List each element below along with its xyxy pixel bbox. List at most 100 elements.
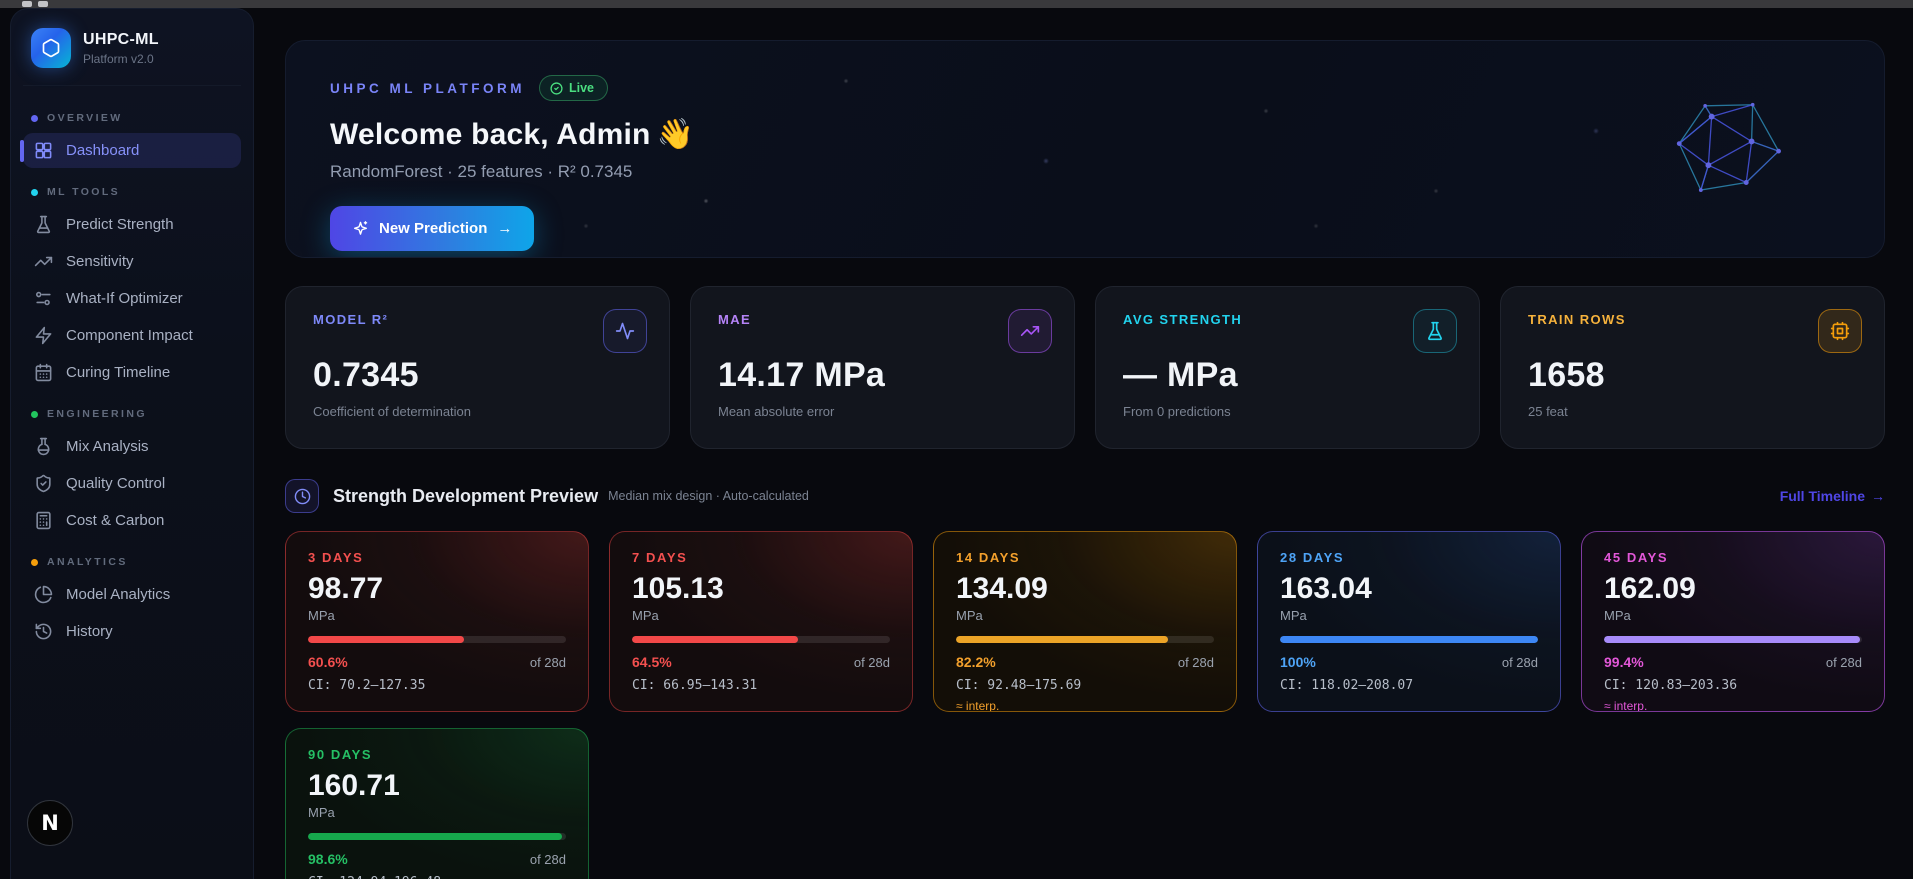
flask-icon xyxy=(34,215,53,234)
sidebar-section-analytics: ANALYTICS xyxy=(31,556,233,568)
progress-bar xyxy=(1604,636,1862,643)
progress-bar xyxy=(308,833,566,840)
sidebar-section-overview: OVERVIEW xyxy=(31,112,233,124)
trending-up-icon xyxy=(34,252,53,271)
progress-fill xyxy=(1604,636,1861,643)
strength-value: 98.77 xyxy=(308,572,384,605)
section-dot xyxy=(31,410,38,418)
stat-caption: 25 feat xyxy=(1528,404,1568,419)
stat-value: 1658 xyxy=(1528,356,1605,394)
calculator-icon xyxy=(34,511,53,530)
percent-label: 99.4% xyxy=(1604,654,1644,670)
sidebar-item-component-impact[interactable]: Component Impact xyxy=(23,318,241,353)
sidebar: UHPC-ML Platform v2.0 OVERVIEW Dashboard… xyxy=(10,8,254,879)
stat-label: AVG STRENGTH xyxy=(1123,312,1243,327)
stat-label: TRAIN ROWS xyxy=(1528,312,1626,327)
sidebar-item-what-if-optimizer[interactable]: What-If Optimizer xyxy=(23,281,241,316)
strength-value: 162.09 xyxy=(1604,572,1696,605)
sidebar-item-label: Model Analytics xyxy=(66,586,171,603)
percent-label: 82.2% xyxy=(956,654,996,670)
sidebar-item-predict-strength[interactable]: Predict Strength xyxy=(23,207,241,242)
progress-bar xyxy=(308,636,566,643)
stat-caption: Coefficient of determination xyxy=(313,404,472,419)
percent-label: 100% xyxy=(1280,654,1316,670)
full-timeline-link[interactable]: Full Timeline → xyxy=(1779,488,1885,504)
wave-emoji: 👋 xyxy=(656,118,695,151)
sidebar-item-history[interactable]: History xyxy=(23,614,241,649)
period-label: 45 DAYS xyxy=(1604,550,1669,565)
main-content: UHPC ML PLATFORM Live Welcome back, Admi… xyxy=(254,0,1913,879)
sidebar-item-curing-timeline[interactable]: Curing Timeline xyxy=(23,355,241,390)
percent-label: 98.6% xyxy=(308,851,348,867)
sidebar-item-mix-analysis[interactable]: Mix Analysis xyxy=(23,429,241,464)
browser-top-strip xyxy=(0,0,1913,8)
trending-up-icon xyxy=(1008,309,1052,353)
percent-label: 64.5% xyxy=(632,654,672,670)
stat-card-avg-strength: AVG STRENGTH — MPa From 0 predictions xyxy=(1095,286,1480,449)
sidebar-item-label: Component Impact xyxy=(66,327,193,344)
period-label: 90 DAYS xyxy=(308,747,373,762)
timeline-card-45-days: 45 DAYS 162.09 MPa 99.4% of 28d CI: 120.8… xyxy=(1581,531,1885,712)
strength-value: 160.71 xyxy=(308,769,400,802)
confidence-interval: CI: 118.02–208.07 xyxy=(1280,678,1414,693)
of-28d-label: of 28d xyxy=(1501,655,1538,670)
period-label: 28 DAYS xyxy=(1280,550,1345,565)
of-28d-label: of 28d xyxy=(529,852,566,867)
stat-card-mae: MAE 14.17 MPa Mean absolute error xyxy=(690,286,1075,449)
progress-fill xyxy=(632,636,799,643)
pie-chart-icon xyxy=(34,585,53,604)
confidence-interval: CI: 70.2–127.35 xyxy=(308,678,426,693)
unit-label: MPa xyxy=(632,608,659,623)
percent-label: 60.6% xyxy=(308,654,348,670)
hero-eyebrow: UHPC ML PLATFORM xyxy=(330,80,525,96)
timeline-card-90-days: 90 DAYS 160.71 MPa 98.6% of 28d CI: 124.9… xyxy=(285,728,589,879)
live-badge: Live xyxy=(539,75,609,101)
timeline-card-7-days: 7 DAYS 105.13 MPa 64.5% of 28d CI: 66.95–… xyxy=(609,531,913,712)
sidebar-item-sensitivity[interactable]: Sensitivity xyxy=(23,244,241,279)
confidence-interval: CI: 124.94–196.48 xyxy=(308,875,566,879)
browser-tab-glyph-icon xyxy=(22,1,48,7)
stat-value: 14.17 MPa xyxy=(718,356,886,394)
stat-value: — MPa xyxy=(1123,356,1238,394)
dev-tools-button[interactable]: N xyxy=(27,800,73,846)
arrow-right-icon: → xyxy=(497,220,513,237)
page-title: Welcome back, Admin 👋 xyxy=(330,118,695,151)
shield-check-icon xyxy=(34,474,53,493)
brand: UHPC-ML Platform v2.0 xyxy=(23,9,241,86)
new-prediction-button[interactable]: New Prediction → xyxy=(330,206,535,251)
check-circle-icon xyxy=(550,81,563,95)
flask-icon xyxy=(1413,309,1457,353)
clock-icon xyxy=(285,479,319,513)
stat-label: MAE xyxy=(718,312,752,327)
sidebar-item-model-analytics[interactable]: Model Analytics xyxy=(23,577,241,612)
flask-round-icon xyxy=(34,437,53,456)
of-28d-label: of 28d xyxy=(1825,655,1862,670)
sidebar-item-dashboard[interactable]: Dashboard xyxy=(20,133,241,168)
strength-value: 163.04 xyxy=(1280,572,1372,605)
strength-value: 134.09 xyxy=(956,572,1048,605)
confidence-interval: CI: 92.48–175.69 xyxy=(956,678,1082,693)
progress-bar xyxy=(956,636,1214,643)
stat-value: 0.7345 xyxy=(313,356,419,394)
interp-note: ≈ interp. xyxy=(956,699,1000,712)
of-28d-label: of 28d xyxy=(1177,655,1214,670)
period-label: 7 DAYS xyxy=(632,550,688,565)
hero-banner: UHPC ML PLATFORM Live Welcome back, Admi… xyxy=(285,40,1885,258)
stats-row: MODEL R² 0.7345 Coefficient of determina… xyxy=(285,286,1885,449)
sidebar-item-quality-control[interactable]: Quality Control xyxy=(23,466,241,501)
period-label: 3 DAYS xyxy=(308,550,364,565)
section-dot xyxy=(31,188,38,196)
confidence-interval: CI: 120.83–203.36 xyxy=(1604,678,1738,693)
unit-label: MPa xyxy=(956,608,983,623)
sidebar-item-label: What-If Optimizer xyxy=(66,290,183,307)
layout-grid-icon xyxy=(34,141,53,160)
sidebar-item-cost-carbon[interactable]: Cost & Carbon xyxy=(23,503,241,538)
sidebar-item-label: History xyxy=(66,623,113,640)
timeline-grid: 3 DAYS 98.77 MPa 60.6% of 28d CI: 70.2–12… xyxy=(285,531,1885,879)
history-icon xyxy=(34,622,53,641)
of-28d-label: of 28d xyxy=(529,655,566,670)
stat-card-model-r2: MODEL R² 0.7345 Coefficient of determina… xyxy=(285,286,670,449)
strength-value: 105.13 xyxy=(632,572,724,605)
interp-note: ≈ interp. xyxy=(1604,699,1648,712)
icosahedron-wireframe-icon xyxy=(1676,102,1781,192)
